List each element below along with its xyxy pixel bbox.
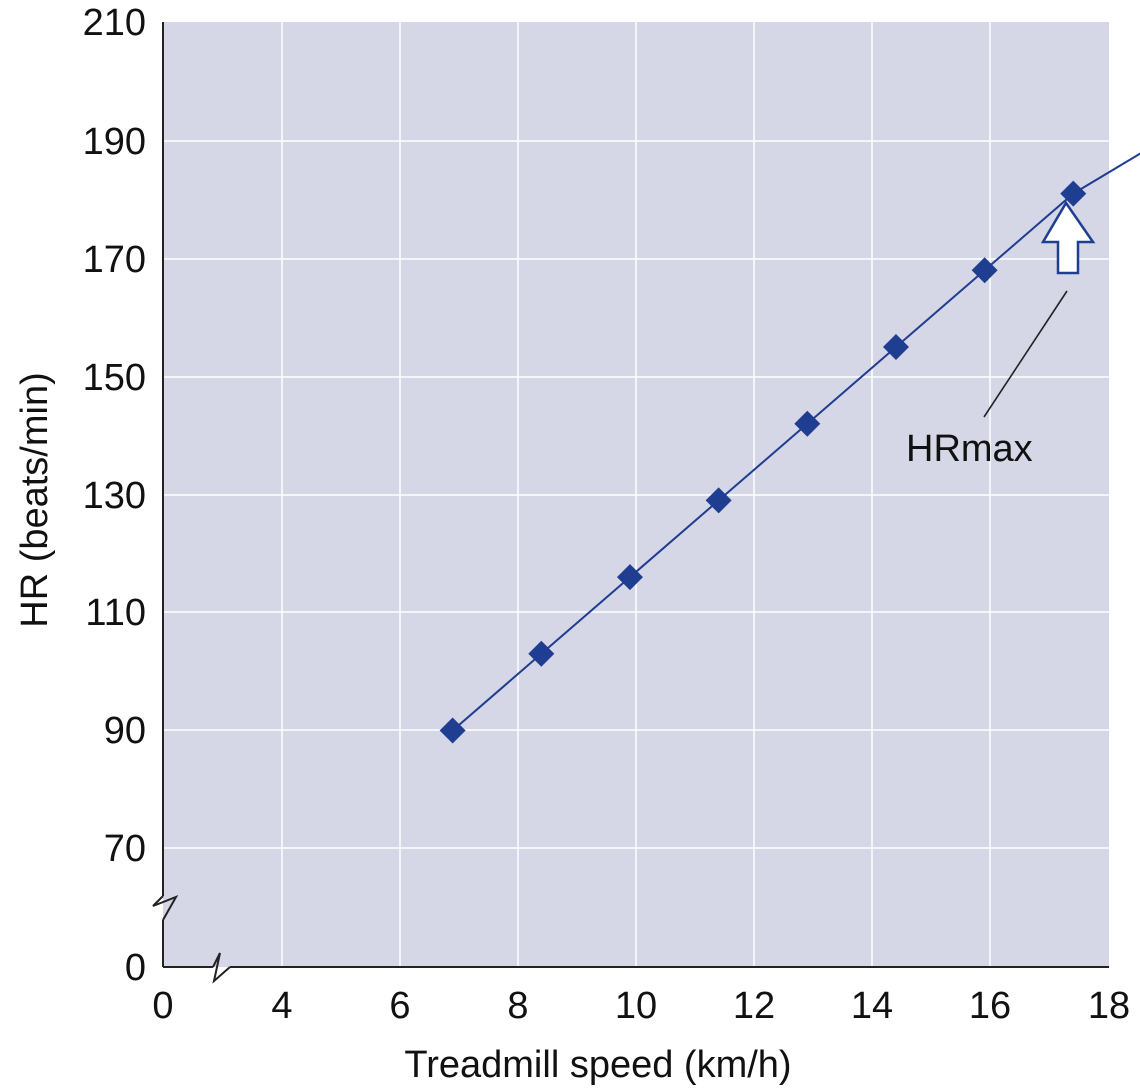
y-tick-label: 0 [125, 947, 146, 989]
data-series [439, 152, 1140, 744]
y-tick-label: 150 [83, 357, 146, 399]
y-tick-label: 110 [85, 592, 146, 634]
hrmax-annotation: HRmax [906, 200, 1096, 470]
x-tick-label: 18 [1088, 985, 1130, 1027]
x-tick-label: 8 [507, 985, 528, 1027]
tick-labels: 0 4 6 8 10 12 14 16 18 0 70 90 110 130 150 170 190 210 [83, 2, 1131, 1027]
data-point-marker [794, 410, 821, 437]
grid-lines [163, 22, 1109, 967]
y-axis-break-icon [152, 895, 179, 921]
up-arrow-icon [1040, 200, 1096, 275]
x-tick-label: 14 [851, 985, 893, 1027]
x-tick-label: 4 [271, 985, 292, 1027]
y-tick-label: 210 [83, 2, 146, 44]
x-tick-label: 6 [389, 985, 410, 1027]
x-tick-label: 12 [733, 985, 775, 1027]
data-point-marker [971, 257, 998, 284]
y-tick-label: 70 [104, 828, 146, 870]
hrmax-label: HRmax [906, 428, 1033, 470]
data-point-marker [616, 564, 643, 591]
y-tick-label: 190 [83, 121, 146, 163]
data-point-marker [882, 334, 909, 360]
y-tick-label: 130 [83, 475, 146, 517]
data-point-marker [528, 640, 555, 667]
x-tick-label: 0 [152, 985, 173, 1027]
data-point-marker [1060, 180, 1087, 207]
x-tick-label: 16 [969, 985, 1011, 1027]
y-axis-title: HR (beats/min) [14, 372, 56, 628]
x-axis-break-icon [212, 952, 231, 984]
y-tick-label: 90 [104, 710, 146, 752]
axes [152, 22, 1109, 984]
data-point-marker [705, 487, 732, 514]
x-axis-title: Treadmill speed (km/h) [404, 1044, 791, 1086]
data-point-marker [439, 717, 466, 744]
y-tick-label: 170 [83, 239, 146, 281]
x-tick-label: 10 [615, 985, 657, 1027]
hrmax-leader-line [983, 290, 1068, 418]
